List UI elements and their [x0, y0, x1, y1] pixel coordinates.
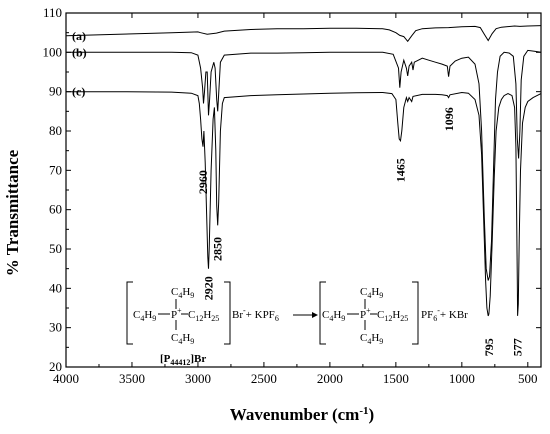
reactant-bracket-left: [126, 281, 133, 345]
y-tick-label: 70: [49, 162, 62, 177]
product-right-group: C12H25: [377, 309, 408, 323]
y-tick-label: 90: [49, 84, 62, 99]
series-group: (a) (b) (c): [65, 25, 542, 317]
series-label-1: (a): [72, 29, 86, 43]
series-label-2: (b): [72, 45, 87, 59]
series-line-2: [66, 49, 542, 281]
y-tick-label: 100: [43, 44, 63, 59]
x-tick-label: 2500: [251, 371, 277, 386]
product-top-group: C4H9: [360, 286, 383, 300]
series-line-1: [65, 25, 542, 43]
x-tick-label: 1500: [383, 371, 409, 386]
product-counterion: PF6-+ KBr: [421, 306, 468, 323]
series-label-3: (c): [72, 85, 85, 99]
reaction-arrow-head: [312, 312, 318, 318]
y-axis: 20 30 40 50 60 70 80 90 100 110: [43, 5, 541, 374]
y-tick-label: 80: [49, 123, 62, 138]
y-tick-label: 110: [43, 5, 62, 20]
y-tick-label: 30: [49, 320, 62, 335]
x-axis-title-main: Wavenumber (cm: [230, 405, 360, 424]
reactant-name-label: [P44412]Br: [160, 353, 206, 367]
x-tick-label: 1000: [449, 371, 475, 386]
x-axis: 4000 3500 3000 2500 2000 1500 1000 500: [53, 13, 538, 386]
reaction-scheme: C4H9 C4H9 P+ C12H25 C4H9 Br-+ KPF6 [P444…: [126, 281, 468, 367]
reactant-bracket-right: [224, 281, 231, 345]
y-tick-label: 40: [49, 280, 62, 295]
peak-label: 1465: [394, 158, 408, 182]
y-axis-title: % Transmittance: [3, 149, 22, 276]
peak-label: 577: [511, 338, 525, 356]
x-axis-title-end: ): [369, 405, 375, 424]
x-tick-label: 3000: [185, 371, 211, 386]
x-tick-label: 2000: [317, 371, 343, 386]
reactant-left-group: C4H9: [133, 309, 156, 323]
product-bracket-right: [412, 281, 419, 345]
reactant-top-group: C4H9: [171, 286, 194, 300]
product-phosphorus: P+: [360, 306, 371, 321]
peak-label: 1096: [442, 107, 456, 131]
peak-labels: 2960 2920 2850 1465 1096 795 577: [196, 107, 524, 356]
product-bracket-left: [319, 281, 326, 345]
x-tick-label: 500: [518, 371, 538, 386]
y-tick-label: 60: [49, 202, 62, 217]
peak-label: 795: [482, 338, 496, 356]
x-axis-title: Wavenumber (cm-1): [230, 405, 374, 424]
peak-label: 2850: [211, 237, 225, 261]
y-tick-label: 50: [49, 241, 62, 256]
peak-label: 2960: [196, 170, 210, 194]
x-tick-label: 3500: [119, 371, 145, 386]
x-tick-label: 4000: [53, 371, 79, 386]
series-line-3: [66, 91, 542, 317]
peak-label: 2920: [202, 276, 216, 300]
reactant-counterion: Br-+ KPF6: [232, 306, 279, 323]
y-tick-label: 20: [49, 359, 62, 374]
x-axis-title-sup: -1: [359, 405, 368, 417]
reactant-phosphorus: P+: [171, 306, 182, 321]
reactant-bottom-group: C4H9: [171, 332, 194, 346]
product-left-group: C4H9: [322, 309, 345, 323]
reactant-right-group: C12H25: [188, 309, 219, 323]
product-bottom-group: C4H9: [360, 332, 383, 346]
